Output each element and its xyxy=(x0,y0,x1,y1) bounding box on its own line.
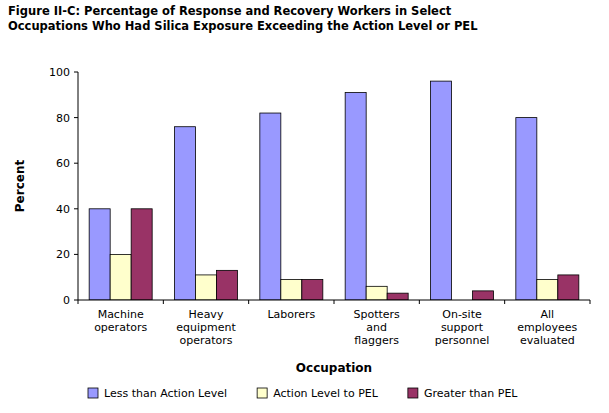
background xyxy=(0,0,609,413)
x-tick-label-line: personnel xyxy=(435,334,490,347)
bar xyxy=(387,293,408,300)
x-tick-label: Laborers xyxy=(267,308,315,321)
y-tick-label: 60 xyxy=(56,157,70,170)
legend-swatch xyxy=(257,388,267,398)
x-tick-label-line: and xyxy=(366,321,387,334)
x-tick xyxy=(590,300,591,304)
x-tick-label: Spottersandflaggers xyxy=(353,308,400,347)
y-tick xyxy=(74,163,78,164)
bar xyxy=(366,286,387,300)
bar xyxy=(302,279,323,300)
bar xyxy=(537,279,558,300)
x-tick xyxy=(163,300,164,304)
legend-label: Action Level to PEL xyxy=(273,387,379,400)
x-axis-title: Occupation xyxy=(296,361,372,375)
x-tick-label: On-sitesupportpersonnel xyxy=(435,308,490,347)
y-tick xyxy=(74,300,78,301)
chart: Figure II-C: Percentage of Response and … xyxy=(0,0,609,413)
y-tick xyxy=(74,117,78,118)
legend: Less than Action Level Action Level to PE… xyxy=(88,387,518,400)
x-tick-label: Allemployeesevaluated xyxy=(517,308,577,347)
x-tick-label-line: operators xyxy=(94,321,147,334)
bars xyxy=(89,81,579,300)
x-tick xyxy=(419,300,420,304)
y-tick-label: 20 xyxy=(56,248,70,261)
legend-swatch xyxy=(88,388,98,398)
legend-swatch xyxy=(408,388,418,398)
x-tick-label-line: flaggers xyxy=(354,334,399,347)
bar xyxy=(110,254,131,300)
bar xyxy=(558,275,579,300)
bar xyxy=(516,118,537,300)
y-tick-label: 40 xyxy=(56,203,70,216)
y-tick xyxy=(74,254,78,255)
x-tick xyxy=(248,300,249,304)
y-tick xyxy=(74,208,78,209)
x-tick-label-line: On-site xyxy=(442,308,482,321)
x-tick xyxy=(334,300,335,304)
bar xyxy=(131,209,152,300)
bar xyxy=(89,209,110,300)
bar xyxy=(217,270,238,300)
y-tick-label: 0 xyxy=(63,294,70,307)
x-tick-label-line: Heavy xyxy=(189,308,224,321)
x-tick-label-line: All xyxy=(541,308,555,321)
y-tick-label: 100 xyxy=(49,66,70,79)
legend-label: Less than Action Level xyxy=(104,387,227,400)
bar xyxy=(431,81,452,300)
x-tick xyxy=(504,300,505,304)
y-axis-title: Percent xyxy=(13,160,27,213)
x-tick-label-line: Machine xyxy=(98,308,144,321)
x-tick-label-line: Spotters xyxy=(353,308,400,321)
x-tick xyxy=(78,300,79,304)
title: Figure II-C: Percentage of Response and … xyxy=(8,4,478,33)
x-tick-label: Machineoperators xyxy=(94,308,147,334)
bar xyxy=(196,275,217,300)
x-tick-label-line: support xyxy=(441,321,484,334)
title-line: Occupations Who Had Silica Exposure Exce… xyxy=(8,19,478,33)
x-tick-label-line: evaluated xyxy=(520,334,575,347)
legend-label: Greater than PEL xyxy=(424,387,518,400)
title-line: Figure II-C: Percentage of Response and … xyxy=(8,4,452,18)
y-tick-label: 80 xyxy=(56,112,70,125)
x-tick-label: Heavyequipmentoperators xyxy=(176,308,236,347)
x-tick-label-line: equipment xyxy=(176,321,236,334)
bar xyxy=(345,93,366,300)
bar xyxy=(175,127,196,300)
x-tick-label-line: Laborers xyxy=(267,308,315,321)
bar xyxy=(260,113,281,300)
bar xyxy=(473,291,494,300)
y-axis xyxy=(78,72,79,300)
y-tick xyxy=(74,72,78,73)
x-tick-label-line: employees xyxy=(517,321,577,334)
bar xyxy=(281,279,302,300)
x-tick-label-line: operators xyxy=(179,334,232,347)
